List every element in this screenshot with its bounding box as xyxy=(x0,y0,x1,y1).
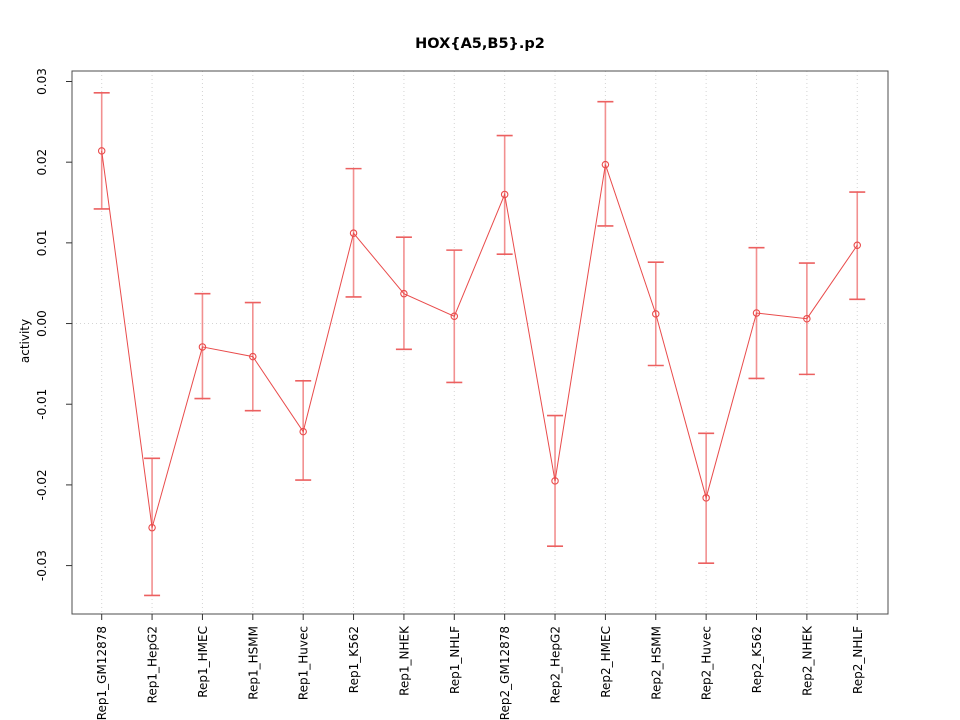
plot-box xyxy=(71,70,889,615)
x-tick-label: Rep2_NHLF xyxy=(851,626,865,694)
data-point xyxy=(803,314,811,323)
data-point xyxy=(148,523,156,532)
x-tick-label: Rep2_Huvec xyxy=(700,626,714,700)
data-point xyxy=(198,343,207,351)
data-point xyxy=(97,147,106,155)
data-point xyxy=(299,427,307,436)
y-tick-label: -0.01 xyxy=(35,389,49,420)
x-tick-label: Rep1_HSMM xyxy=(246,626,260,700)
x-tick-label: Rep2_K562 xyxy=(750,626,764,693)
data-point xyxy=(551,477,559,485)
y-tick-label: 0.01 xyxy=(35,229,49,256)
data-point xyxy=(249,352,257,361)
x-tick-label: Rep1_GM12878 xyxy=(95,626,109,720)
x-tick-label: Rep2_GM12878 xyxy=(498,626,512,720)
y-tick-label: 0.03 xyxy=(35,68,49,95)
series-line xyxy=(101,150,858,528)
data-point xyxy=(500,190,509,199)
y-tick-label: -0.02 xyxy=(35,469,49,500)
data-point xyxy=(652,310,660,318)
data-point xyxy=(349,229,358,237)
data-point xyxy=(702,494,710,502)
data-point xyxy=(853,241,861,250)
y-tick-label: -0.03 xyxy=(35,550,49,581)
chart-title: HOX{A5,B5}.p2 xyxy=(415,36,545,52)
y-tick-label: 0.00 xyxy=(35,310,49,337)
data-point xyxy=(752,309,761,317)
x-tick-label: Rep1_NHLF xyxy=(448,626,462,694)
x-tick-label: Rep2_HMEC xyxy=(599,626,613,698)
x-tick-label: Rep1_HMEC xyxy=(196,626,210,698)
x-tick-label: Rep2_HepG2 xyxy=(549,626,563,703)
data-point xyxy=(450,312,459,321)
x-tick-label: Rep1_HepG2 xyxy=(146,626,160,703)
x-tick-label: Rep1_K562 xyxy=(347,626,361,693)
y-tick-label: 0.02 xyxy=(35,149,49,176)
data-point xyxy=(400,289,408,298)
x-tick-label: Rep1_Huvec xyxy=(297,626,311,700)
y-axis-title: activity xyxy=(18,318,32,364)
data-point xyxy=(601,160,610,169)
x-tick-label: Rep1_NHEK xyxy=(397,625,411,696)
x-tick-label: Rep2_HSMM xyxy=(649,626,663,700)
x-tick-label: Rep2_NHEK xyxy=(800,625,814,696)
